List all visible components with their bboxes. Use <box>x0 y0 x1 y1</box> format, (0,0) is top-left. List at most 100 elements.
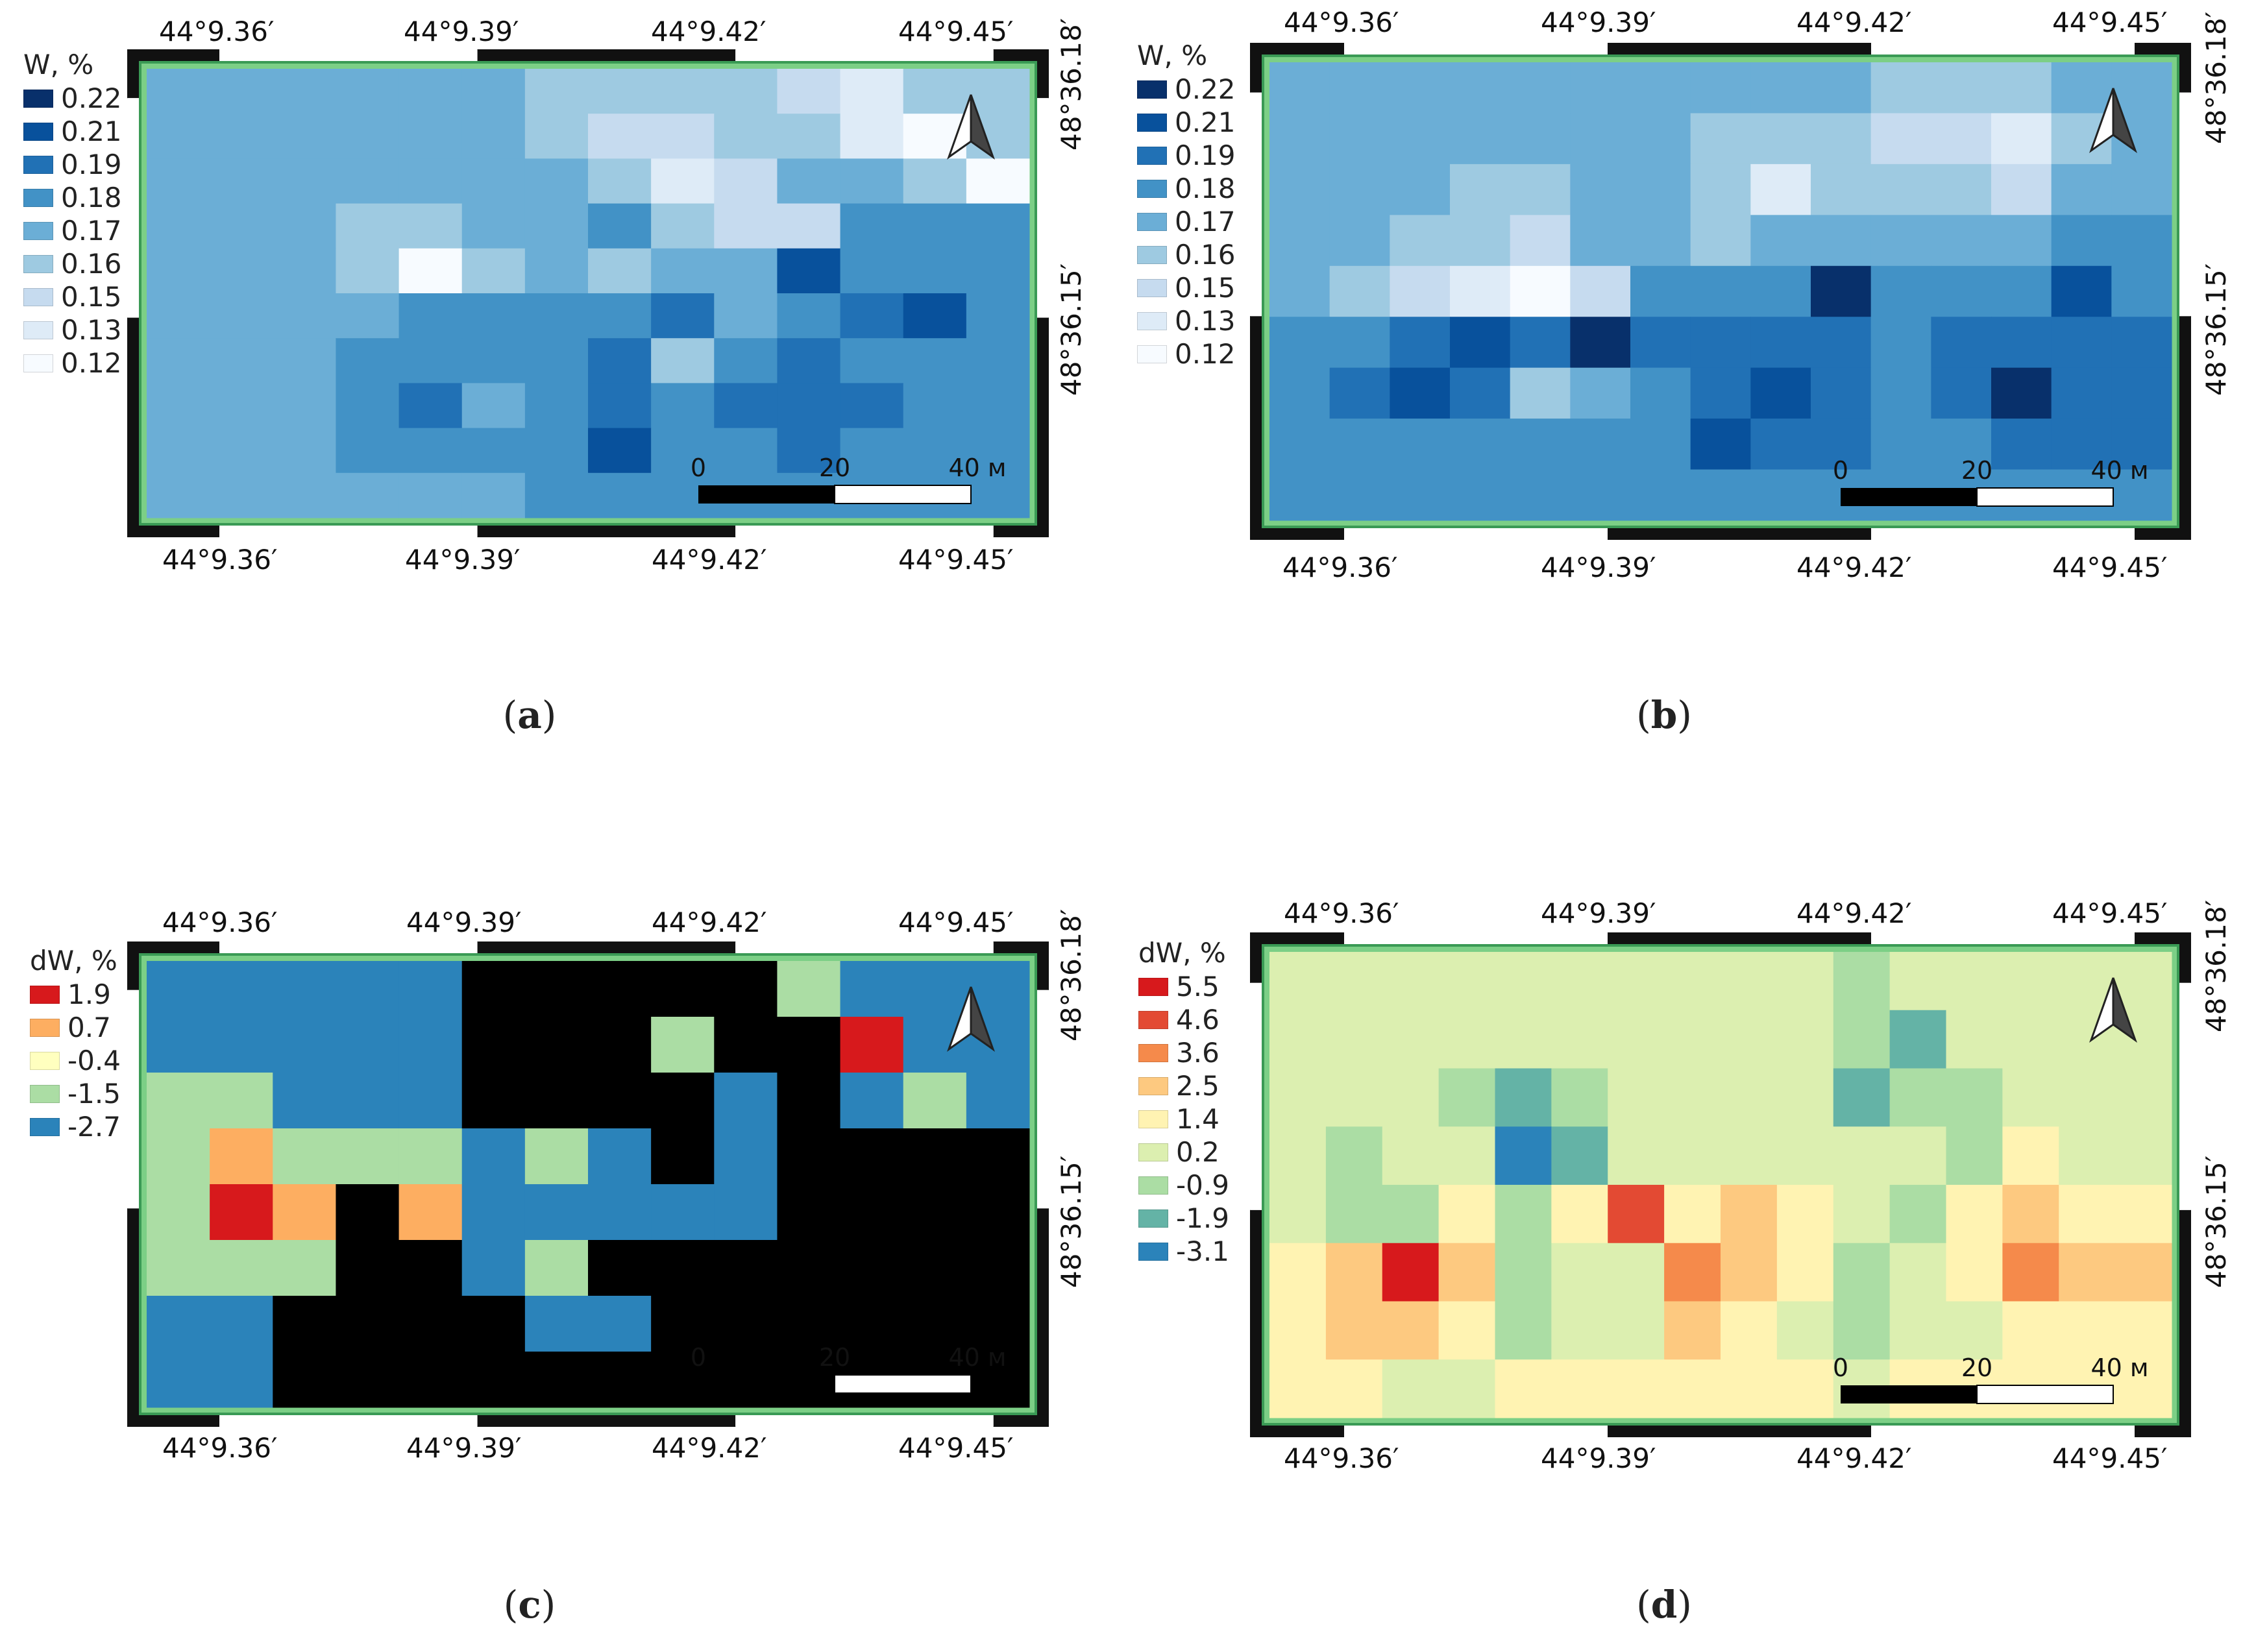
raster-cell <box>651 1128 715 1185</box>
raster-cell <box>966 158 1030 204</box>
raster-cell <box>1750 419 1811 470</box>
lon-tick-top-1: 44°9.36′ <box>1284 897 1399 929</box>
panel-caption: (c) <box>503 1583 556 1627</box>
legend-item: 2.5 <box>1138 1069 1229 1102</box>
legend-label: 0.18 <box>1175 173 1236 204</box>
graticule-segment <box>477 49 736 61</box>
graticule-segment <box>1871 528 2135 540</box>
graticule-segment <box>127 941 139 990</box>
raster-cell <box>1690 113 1751 165</box>
raster-cell <box>1811 215 1872 267</box>
north-arrow-icon <box>2089 88 2137 153</box>
raster-cell <box>2115 1359 2172 1418</box>
raster-cell <box>2002 1301 2059 1360</box>
raster-cell <box>2111 265 2172 317</box>
lat-tick-2: 48°36.15′ <box>2200 1155 2232 1288</box>
raster-cell <box>1325 1359 1383 1418</box>
raster-cell <box>1721 1185 1778 1244</box>
legend-swatch <box>1137 345 1167 363</box>
legend-swatch <box>1137 245 1167 264</box>
raster-cell <box>2002 952 2059 1011</box>
raster-cell <box>840 383 904 429</box>
raster-cell <box>210 961 273 1017</box>
raster-cell <box>2115 1243 2172 1302</box>
raster-cell <box>588 248 652 294</box>
raster-cell <box>1438 1359 1495 1418</box>
raster-cell <box>777 114 841 159</box>
raster-cell <box>651 248 715 294</box>
raster-cell <box>1630 265 1691 317</box>
raster-cell <box>524 1073 589 1129</box>
raster-cell <box>840 114 904 159</box>
legend-label: 0.17 <box>1175 206 1236 237</box>
raster-cell <box>461 1240 526 1296</box>
raster-cell <box>461 1073 526 1129</box>
lon-tick-top-4: 44°9.45′ <box>898 906 1014 938</box>
legend-label: 0.2 <box>1176 1136 1220 1168</box>
map-canvas: 0 20 40 м <box>1250 43 2191 540</box>
raster-cell <box>1630 164 1691 215</box>
legend-label: 0.19 <box>1175 140 1236 171</box>
raster-cell <box>2051 164 2112 215</box>
scale-bar-white <box>1976 487 2114 507</box>
legend-label: 0.12 <box>1175 338 1236 370</box>
raster-cell <box>1570 367 1631 419</box>
raster-cell <box>524 203 589 249</box>
raster-cell <box>1510 265 1571 317</box>
scale-bar-black <box>698 1375 835 1393</box>
raster-cell <box>1870 215 1931 267</box>
legend-item: 0.15 <box>23 280 122 313</box>
raster-cell <box>966 1073 1030 1129</box>
lon-tick-top-4: 44°9.45′ <box>898 16 1014 47</box>
raster-cell <box>1382 1301 1440 1360</box>
raster-cell <box>1495 1185 1552 1244</box>
legend-swatch <box>23 321 53 339</box>
legend-swatch <box>1138 1010 1168 1029</box>
raster-cell <box>273 1184 336 1241</box>
raster-cell <box>1690 215 1751 267</box>
map-frame: 0 20 40 м <box>1250 43 2191 540</box>
raster-cell <box>1570 164 1631 215</box>
graticule-segment <box>1037 1208 1049 1427</box>
raster-cell <box>1390 62 1451 114</box>
graticule-segment <box>219 526 478 537</box>
legend-item: -1.5 <box>30 1077 121 1110</box>
raster-cell <box>1570 215 1631 267</box>
raster-cell <box>1776 1068 1834 1127</box>
raster-cell <box>1269 62 1330 114</box>
legend-item: 1.9 <box>30 978 121 1011</box>
raster-cell <box>461 1352 526 1408</box>
raster-cell <box>461 383 526 429</box>
raster-cell <box>398 203 463 249</box>
legend-swatch <box>1137 311 1167 330</box>
raster-cell <box>2051 367 2112 419</box>
raster-cell <box>1495 952 1552 1011</box>
raster-cell <box>2059 1185 2116 1244</box>
raster-cell <box>588 1352 652 1408</box>
raster-cell <box>1750 469 1811 521</box>
raster-cell <box>461 248 526 294</box>
raster-cell <box>588 158 652 204</box>
raster-cell <box>1438 952 1495 1011</box>
legend-swatch <box>30 1084 60 1103</box>
raster-cell <box>210 1017 273 1073</box>
raster-cell <box>588 69 652 114</box>
graticule-segment <box>1037 98 1049 318</box>
raster-cell <box>903 1240 967 1296</box>
raster-cell <box>903 1184 967 1241</box>
graticule-segment <box>1250 1426 1344 1437</box>
raster-cell <box>1495 1068 1552 1127</box>
raster-cell <box>777 961 841 1017</box>
raster-cell <box>273 428 336 474</box>
raster-cell <box>336 1240 400 1296</box>
lon-tick-bottom-1: 44°9.36′ <box>1282 552 1398 583</box>
raster-cell <box>336 114 400 159</box>
legend-label: 4.6 <box>1176 1004 1220 1036</box>
raster-cell <box>147 1128 210 1185</box>
lon-tick-bottom-3: 44°9.42′ <box>652 1432 767 1464</box>
raster-cell <box>1390 215 1451 267</box>
raster-cell <box>966 203 1030 249</box>
raster-cell <box>903 158 967 204</box>
graticule-segment <box>219 49 478 61</box>
raster-cell <box>147 383 210 429</box>
